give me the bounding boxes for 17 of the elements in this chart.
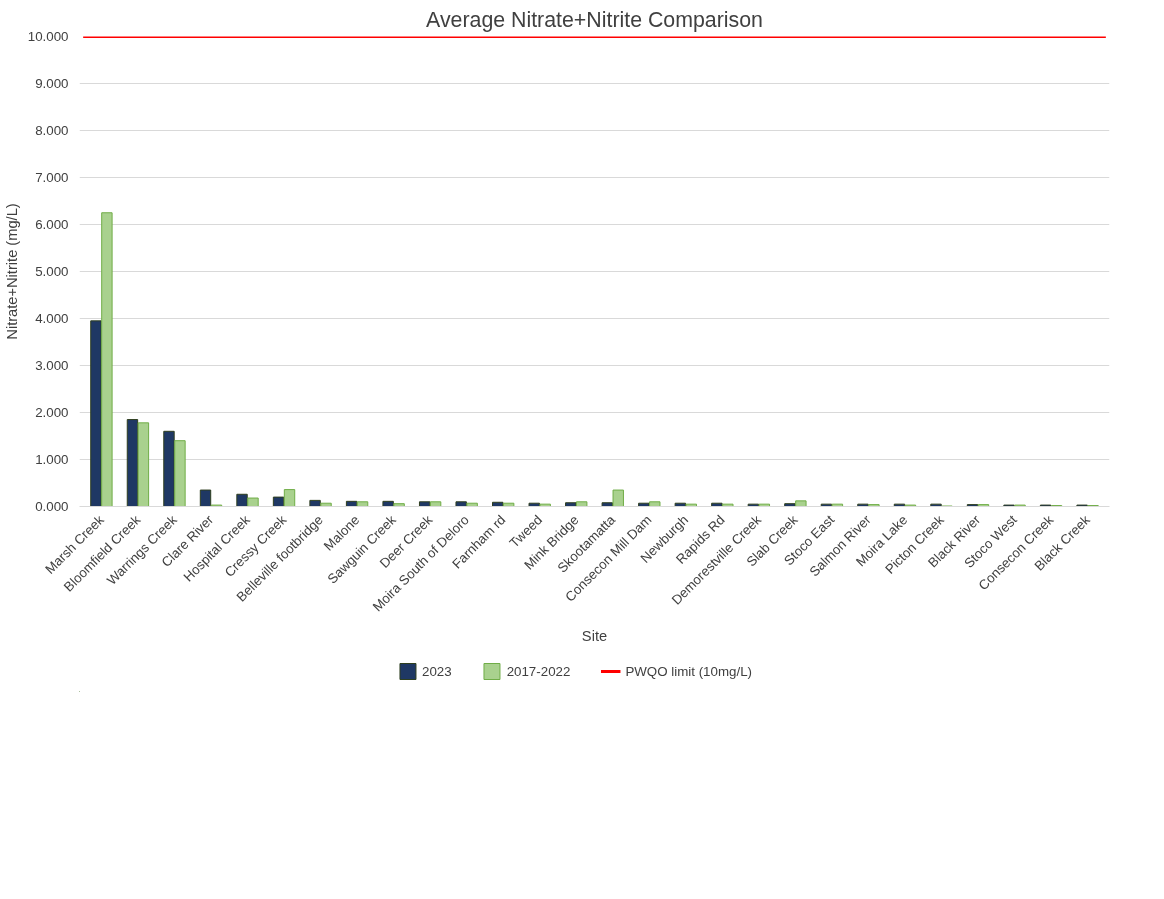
- y-tick-label: 7.000: [35, 170, 69, 185]
- y-tick-label: 8.000: [35, 123, 69, 138]
- legend-label: 2017-2022: [506, 663, 571, 679]
- y-tick-label: 1.000: [35, 452, 69, 467]
- y-tick-label: 9.000: [35, 76, 69, 91]
- legend-label: PWQO limit (10mg/L): [625, 663, 753, 679]
- y-tick-label: 10.000: [27, 29, 69, 44]
- y-tick-label: 3.000: [35, 358, 69, 373]
- x-axis-title: Site: [581, 627, 608, 644]
- y-tick-label: 6.000: [35, 217, 69, 232]
- y-tick-label: 4.000: [35, 311, 69, 326]
- legend-label: 2023: [421, 663, 452, 679]
- y-tick-label: 0.000: [35, 499, 69, 514]
- chart-title: Average Nitrate+Nitrite Comparison: [426, 7, 763, 32]
- y-tick-label: 5.000: [35, 264, 69, 279]
- y-tick-label: 2.000: [35, 405, 69, 420]
- y-axis-title: Nitrate+Nitrite (mg/L): [3, 203, 20, 340]
